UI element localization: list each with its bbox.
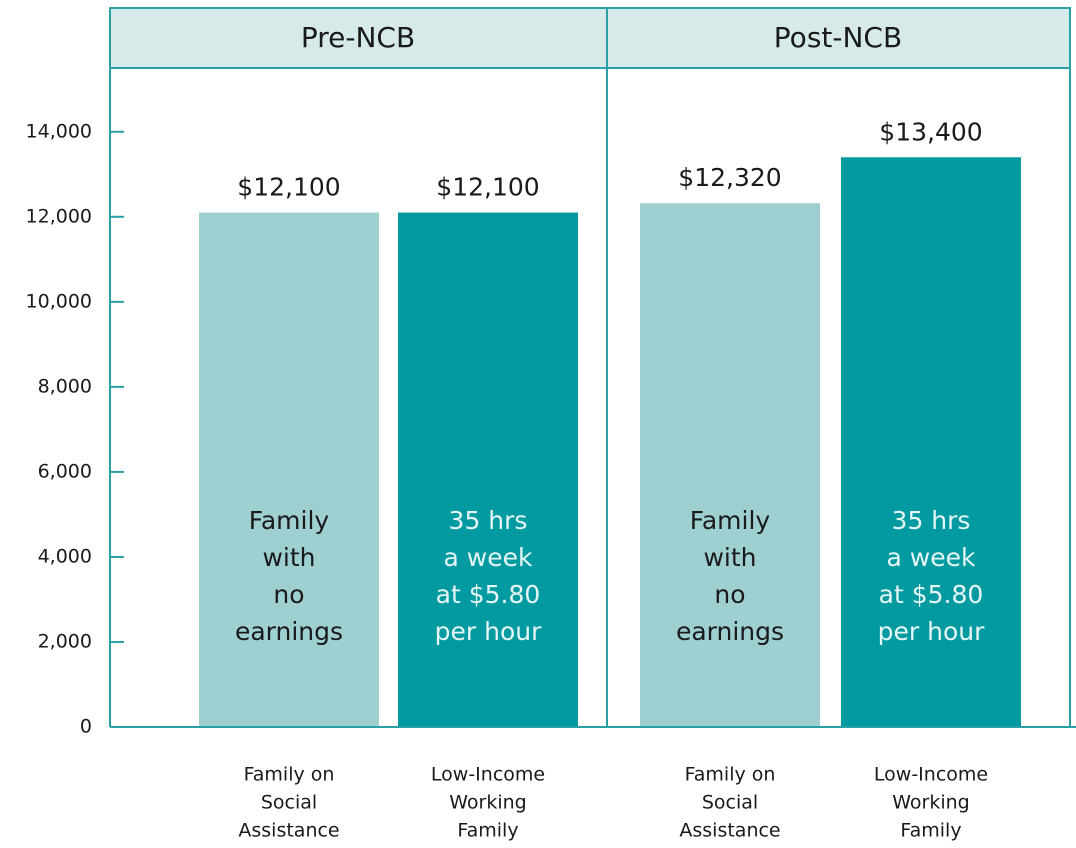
bar — [199, 212, 379, 728]
y-tick-label: 2,000 — [38, 630, 92, 652]
bar-note: at $5.80 — [436, 580, 541, 609]
value-label: $12,320 — [678, 163, 781, 192]
bar-note: 35 hrs — [892, 506, 971, 535]
x-tick-label: Family — [900, 820, 961, 842]
x-tick-label: Social — [702, 792, 758, 814]
group-header: Pre-NCB — [301, 21, 415, 54]
x-tick-label: Family on — [685, 764, 776, 786]
x-tick-label: Low-Income — [431, 764, 545, 786]
bar-note: Family — [690, 506, 771, 535]
x-tick-label: Low-Income — [874, 764, 988, 786]
group-header: Post-NCB — [774, 21, 902, 54]
bar-note: earnings — [676, 617, 784, 646]
x-tick-label: Working — [449, 792, 527, 814]
bar — [398, 212, 578, 728]
y-tick-label: 6,000 — [38, 460, 92, 482]
value-label: $12,100 — [237, 173, 340, 202]
bar-note: earnings — [235, 617, 343, 646]
bar-note: per hour — [878, 617, 985, 646]
value-label: $12,100 — [436, 173, 539, 202]
bar-note: at $5.80 — [879, 580, 984, 609]
y-tick-label: 4,000 — [38, 545, 92, 567]
y-tick-label: 14,000 — [26, 120, 92, 142]
x-tick-label: Family — [457, 820, 518, 842]
bar-note: 35 hrs — [449, 506, 528, 535]
x-tick-label: Social — [261, 792, 317, 814]
y-tick-label: 8,000 — [38, 375, 92, 397]
bar — [841, 157, 1021, 727]
value-label: $13,400 — [879, 117, 982, 146]
bar-note: a week — [444, 543, 533, 572]
bar-note: Family — [249, 506, 330, 535]
bar-note: with — [262, 543, 315, 572]
x-tick-label: Assistance — [238, 820, 339, 842]
y-tick-label: 12,000 — [26, 205, 92, 227]
bar-note: per hour — [435, 617, 542, 646]
bar — [640, 203, 820, 727]
bar-note: no — [273, 580, 304, 609]
y-tick-label: 0 — [80, 716, 92, 738]
bar-note: no — [714, 580, 745, 609]
x-tick-label: Family on — [244, 764, 335, 786]
x-tick-label: Working — [892, 792, 970, 814]
header-band — [109, 7, 1071, 69]
y-tick-label: 10,000 — [26, 290, 92, 312]
bar-note: a week — [887, 543, 976, 572]
bar-note: with — [703, 543, 756, 572]
x-tick-label: Assistance — [679, 820, 780, 842]
